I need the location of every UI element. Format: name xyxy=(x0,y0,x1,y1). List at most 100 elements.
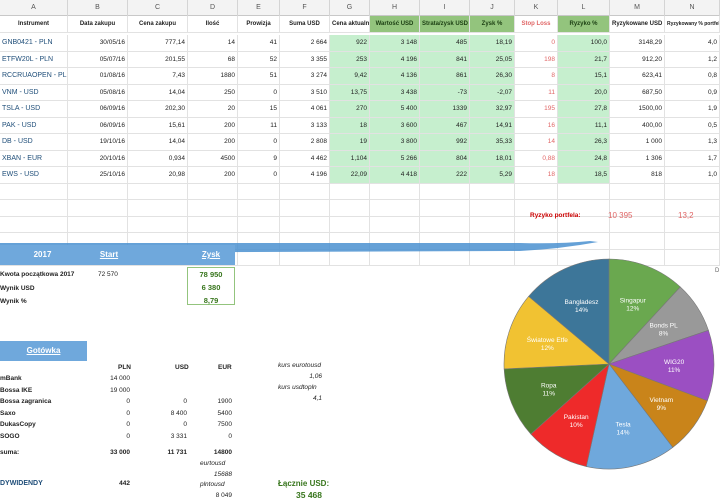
table-cell[interactable]: 3 600 xyxy=(370,117,420,133)
column-letter-b[interactable]: B xyxy=(68,0,128,16)
empty-cell[interactable] xyxy=(280,216,330,232)
table-cell[interactable]: 0 xyxy=(238,134,280,150)
table-cell[interactable]: 18,01 xyxy=(470,150,515,166)
table-cell[interactable]: 18,19 xyxy=(470,35,515,51)
column-letter-e[interactable]: E xyxy=(238,0,280,16)
empty-cell[interactable] xyxy=(515,216,558,232)
table-cell[interactable]: 201,55 xyxy=(128,51,188,67)
empty-cell[interactable] xyxy=(558,183,610,199)
tab-start[interactable]: Start xyxy=(85,245,133,265)
table-cell[interactable]: 3 355 xyxy=(280,51,330,67)
empty-cell[interactable] xyxy=(238,249,280,265)
empty-cell[interactable] xyxy=(665,233,720,249)
instrument-name[interactable]: PAK - USD xyxy=(0,117,68,133)
empty-cell[interactable] xyxy=(665,183,720,199)
table-cell[interactable]: 0,934 xyxy=(128,150,188,166)
empty-cell[interactable] xyxy=(330,233,370,249)
empty-cell[interactable] xyxy=(330,200,370,216)
empty-cell[interactable] xyxy=(128,200,188,216)
empty-cell[interactable] xyxy=(420,216,470,232)
instrument-name[interactable]: DB - USD xyxy=(0,134,68,150)
empty-cell[interactable] xyxy=(610,216,665,232)
table-cell[interactable]: 18 xyxy=(330,117,370,133)
empty-cell[interactable] xyxy=(370,216,420,232)
table-cell[interactable]: 19 xyxy=(330,134,370,150)
empty-cell[interactable] xyxy=(188,216,238,232)
table-cell[interactable]: 922 xyxy=(330,35,370,51)
empty-cell[interactable] xyxy=(558,200,610,216)
empty-cell[interactable] xyxy=(470,200,515,216)
empty-cell[interactable] xyxy=(515,183,558,199)
table-cell[interactable]: 0 xyxy=(238,167,280,183)
table-cell[interactable]: 1,3 xyxy=(665,134,720,150)
empty-cell[interactable] xyxy=(0,200,68,216)
table-cell[interactable]: 9,42 xyxy=(330,68,370,84)
column-letter-h[interactable]: H xyxy=(370,0,420,16)
empty-cell[interactable] xyxy=(420,249,470,265)
empty-cell[interactable] xyxy=(188,233,238,249)
table-cell[interactable]: 912,20 xyxy=(610,51,665,67)
table-cell[interactable]: 14,04 xyxy=(128,84,188,100)
table-cell[interactable]: 1880 xyxy=(188,68,238,84)
empty-cell[interactable] xyxy=(280,233,330,249)
empty-cell[interactable] xyxy=(470,233,515,249)
table-cell[interactable]: 0 xyxy=(238,84,280,100)
empty-cell[interactable] xyxy=(188,200,238,216)
table-cell[interactable]: 4 136 xyxy=(370,68,420,84)
table-cell[interactable]: 52 xyxy=(238,51,280,67)
table-cell[interactable]: 3 438 xyxy=(370,84,420,100)
table-cell[interactable]: 623,41 xyxy=(610,68,665,84)
table-cell[interactable]: 4 061 xyxy=(280,101,330,117)
table-cell[interactable]: 1,7 xyxy=(665,150,720,166)
table-cell[interactable]: 18 xyxy=(515,167,558,183)
table-cell[interactable]: 0 xyxy=(515,35,558,51)
table-cell[interactable]: 0,8 xyxy=(665,68,720,84)
empty-cell[interactable] xyxy=(330,183,370,199)
empty-cell[interactable] xyxy=(610,233,665,249)
instrument-name[interactable]: GNB0421 - PLN xyxy=(0,35,68,51)
table-cell[interactable]: 30/05/16 xyxy=(68,35,128,51)
table-cell[interactable]: 1 000 xyxy=(610,134,665,150)
empty-cell[interactable] xyxy=(370,249,420,265)
table-cell[interactable]: 25/10/16 xyxy=(68,167,128,183)
table-cell[interactable]: 15,1 xyxy=(558,68,610,84)
empty-cell[interactable] xyxy=(420,233,470,249)
table-cell[interactable]: 01/08/16 xyxy=(68,68,128,84)
instrument-name[interactable]: TSLA - USD xyxy=(0,101,68,117)
instrument-name[interactable]: ETFW20L - PLN xyxy=(0,51,68,67)
empty-cell[interactable] xyxy=(128,216,188,232)
table-cell[interactable]: 687,50 xyxy=(610,84,665,100)
table-cell[interactable]: 1,2 xyxy=(665,51,720,67)
table-cell[interactable]: 1,104 xyxy=(330,150,370,166)
empty-cell[interactable] xyxy=(370,200,420,216)
table-cell[interactable]: 24,8 xyxy=(558,150,610,166)
table-cell[interactable]: 0,5 xyxy=(665,117,720,133)
empty-cell[interactable] xyxy=(558,233,610,249)
table-cell[interactable]: 4500 xyxy=(188,150,238,166)
table-cell[interactable]: 0,9 xyxy=(665,84,720,100)
column-letter-n[interactable]: N xyxy=(665,0,720,16)
table-cell[interactable]: 1 306 xyxy=(610,150,665,166)
table-cell[interactable]: 14 xyxy=(188,35,238,51)
empty-cell[interactable] xyxy=(470,216,515,232)
column-letter-i[interactable]: I xyxy=(420,0,470,16)
table-cell[interactable]: 19/10/16 xyxy=(68,134,128,150)
table-cell[interactable]: 1,9 xyxy=(665,101,720,117)
table-cell[interactable]: 15 xyxy=(238,101,280,117)
table-cell[interactable]: 11 xyxy=(515,84,558,100)
column-letter-j[interactable]: J xyxy=(470,0,515,16)
empty-cell[interactable] xyxy=(68,233,128,249)
instrument-name[interactable]: VNM - USD xyxy=(0,84,68,100)
table-cell[interactable]: 15,61 xyxy=(128,117,188,133)
table-cell[interactable]: 51 xyxy=(238,68,280,84)
table-cell[interactable]: 222 xyxy=(420,167,470,183)
table-cell[interactable]: 26,30 xyxy=(470,68,515,84)
table-cell[interactable]: 200 xyxy=(188,117,238,133)
table-cell[interactable]: 7,43 xyxy=(128,68,188,84)
column-letter-f[interactable]: F xyxy=(280,0,330,16)
table-cell[interactable]: 2 808 xyxy=(280,134,330,150)
table-cell[interactable]: 4 462 xyxy=(280,150,330,166)
empty-cell[interactable] xyxy=(0,233,68,249)
column-letter-c[interactable]: C xyxy=(128,0,188,16)
table-cell[interactable]: 1,0 xyxy=(665,167,720,183)
